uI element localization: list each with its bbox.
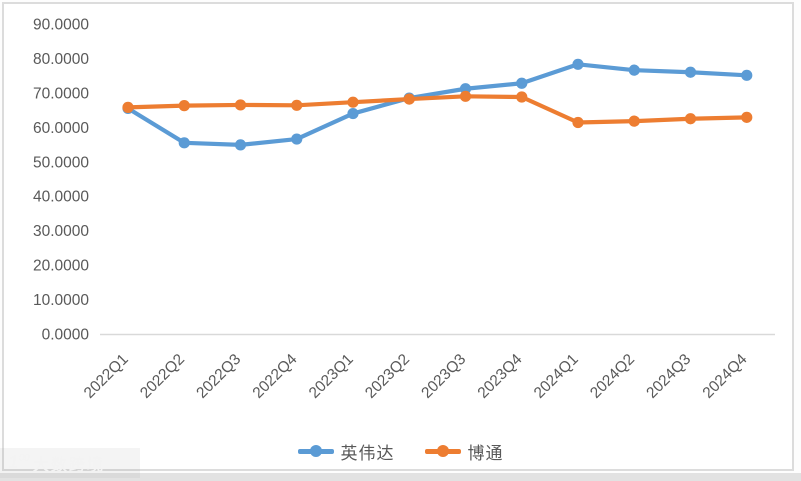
y-axis-tick-label: 70.0000 xyxy=(33,85,89,102)
x-axis-tick-label: 2022Q2 xyxy=(137,351,188,402)
data-point-1-2022Q4 xyxy=(291,99,303,111)
data-point-0-2024Q1 xyxy=(572,58,584,70)
data-point-0-2023Q4 xyxy=(516,77,528,89)
x-axis-tick-label: 2023Q4 xyxy=(475,351,526,402)
x-axis-tick-label: 2024Q1 xyxy=(531,351,582,402)
y-axis-tick-label: 40.0000 xyxy=(33,189,89,206)
nvidia-marker-dot xyxy=(309,445,322,457)
x-axis-tick-label: 2024Q4 xyxy=(700,351,751,402)
data-point-1-2023Q4 xyxy=(516,91,528,103)
data-point-1-2023Q3 xyxy=(459,90,472,102)
chart-legend: 英伟达 博通 xyxy=(0,438,801,464)
x-axis-tick-label: 2022Q4 xyxy=(250,351,301,402)
watermark: 100 大数跨境 xyxy=(0,448,140,478)
legend-item-broadcom: 博通 xyxy=(424,439,504,464)
x-axis-tick-label: 2024Q3 xyxy=(643,351,694,402)
chart-frame xyxy=(2,2,794,471)
data-point-0-2024Q4 xyxy=(741,69,753,81)
y-axis-tick-label: 60.0000 xyxy=(33,120,89,137)
watermark-text: 大数跨境 xyxy=(32,457,105,474)
broadcom-marker-dot xyxy=(436,445,449,457)
legend-label-broadcom: 博通 xyxy=(467,443,504,463)
broadcom-line-swatch xyxy=(424,445,461,457)
x-axis-tick-label: 2024Q2 xyxy=(587,351,638,402)
y-axis-tick-label: 30.0000 xyxy=(33,223,89,240)
data-point-1-2022Q1 xyxy=(122,101,134,113)
series-line-1 xyxy=(125,94,749,125)
data-point-0-2022Q3 xyxy=(234,139,247,151)
legend-label-nvidia: 英伟达 xyxy=(340,443,395,463)
y-axis-tick-label: 20.0000 xyxy=(33,258,89,275)
y-axis-tick-label: 10.0000 xyxy=(33,292,89,309)
x-axis-tick-label: 2023Q3 xyxy=(418,351,469,402)
y-axis-tick-label: 80.0000 xyxy=(33,51,89,68)
data-point-1-2022Q3 xyxy=(234,99,247,111)
watermark-logo-icon: 100 xyxy=(8,451,30,474)
y-axis-tick-label: 90.0000 xyxy=(33,17,89,34)
data-point-0-2024Q2 xyxy=(628,64,640,76)
series-line-0 xyxy=(125,62,749,147)
bottom-gray-strip xyxy=(0,473,801,481)
data-point-0-2022Q4 xyxy=(291,133,303,145)
data-point-1-2023Q1 xyxy=(347,96,359,108)
nvidia-line-swatch xyxy=(297,445,334,457)
x-axis-tick-label: 2022Q3 xyxy=(193,351,244,402)
data-point-0-2022Q2 xyxy=(178,137,190,149)
y-axis-tick-label: 0.0000 xyxy=(42,327,90,344)
x-axis-tick-label: 2022Q1 xyxy=(81,351,132,402)
data-point-1-2024Q1 xyxy=(572,116,584,129)
x-axis-tick-label: 2023Q1 xyxy=(306,351,357,402)
data-point-0-2024Q3 xyxy=(684,66,697,78)
data-point-1-2024Q3 xyxy=(684,113,697,125)
data-point-1-2024Q2 xyxy=(628,115,640,127)
legend-item-nvidia: 英伟达 xyxy=(297,439,395,464)
x-axis-tick-label: 2023Q2 xyxy=(362,351,413,402)
data-point-0-2023Q1 xyxy=(347,107,359,120)
data-point-1-2022Q2 xyxy=(178,100,190,112)
y-axis-tick-label: 50.0000 xyxy=(33,154,89,171)
data-point-1-2023Q2 xyxy=(403,93,415,105)
data-point-1-2024Q4 xyxy=(741,111,753,123)
